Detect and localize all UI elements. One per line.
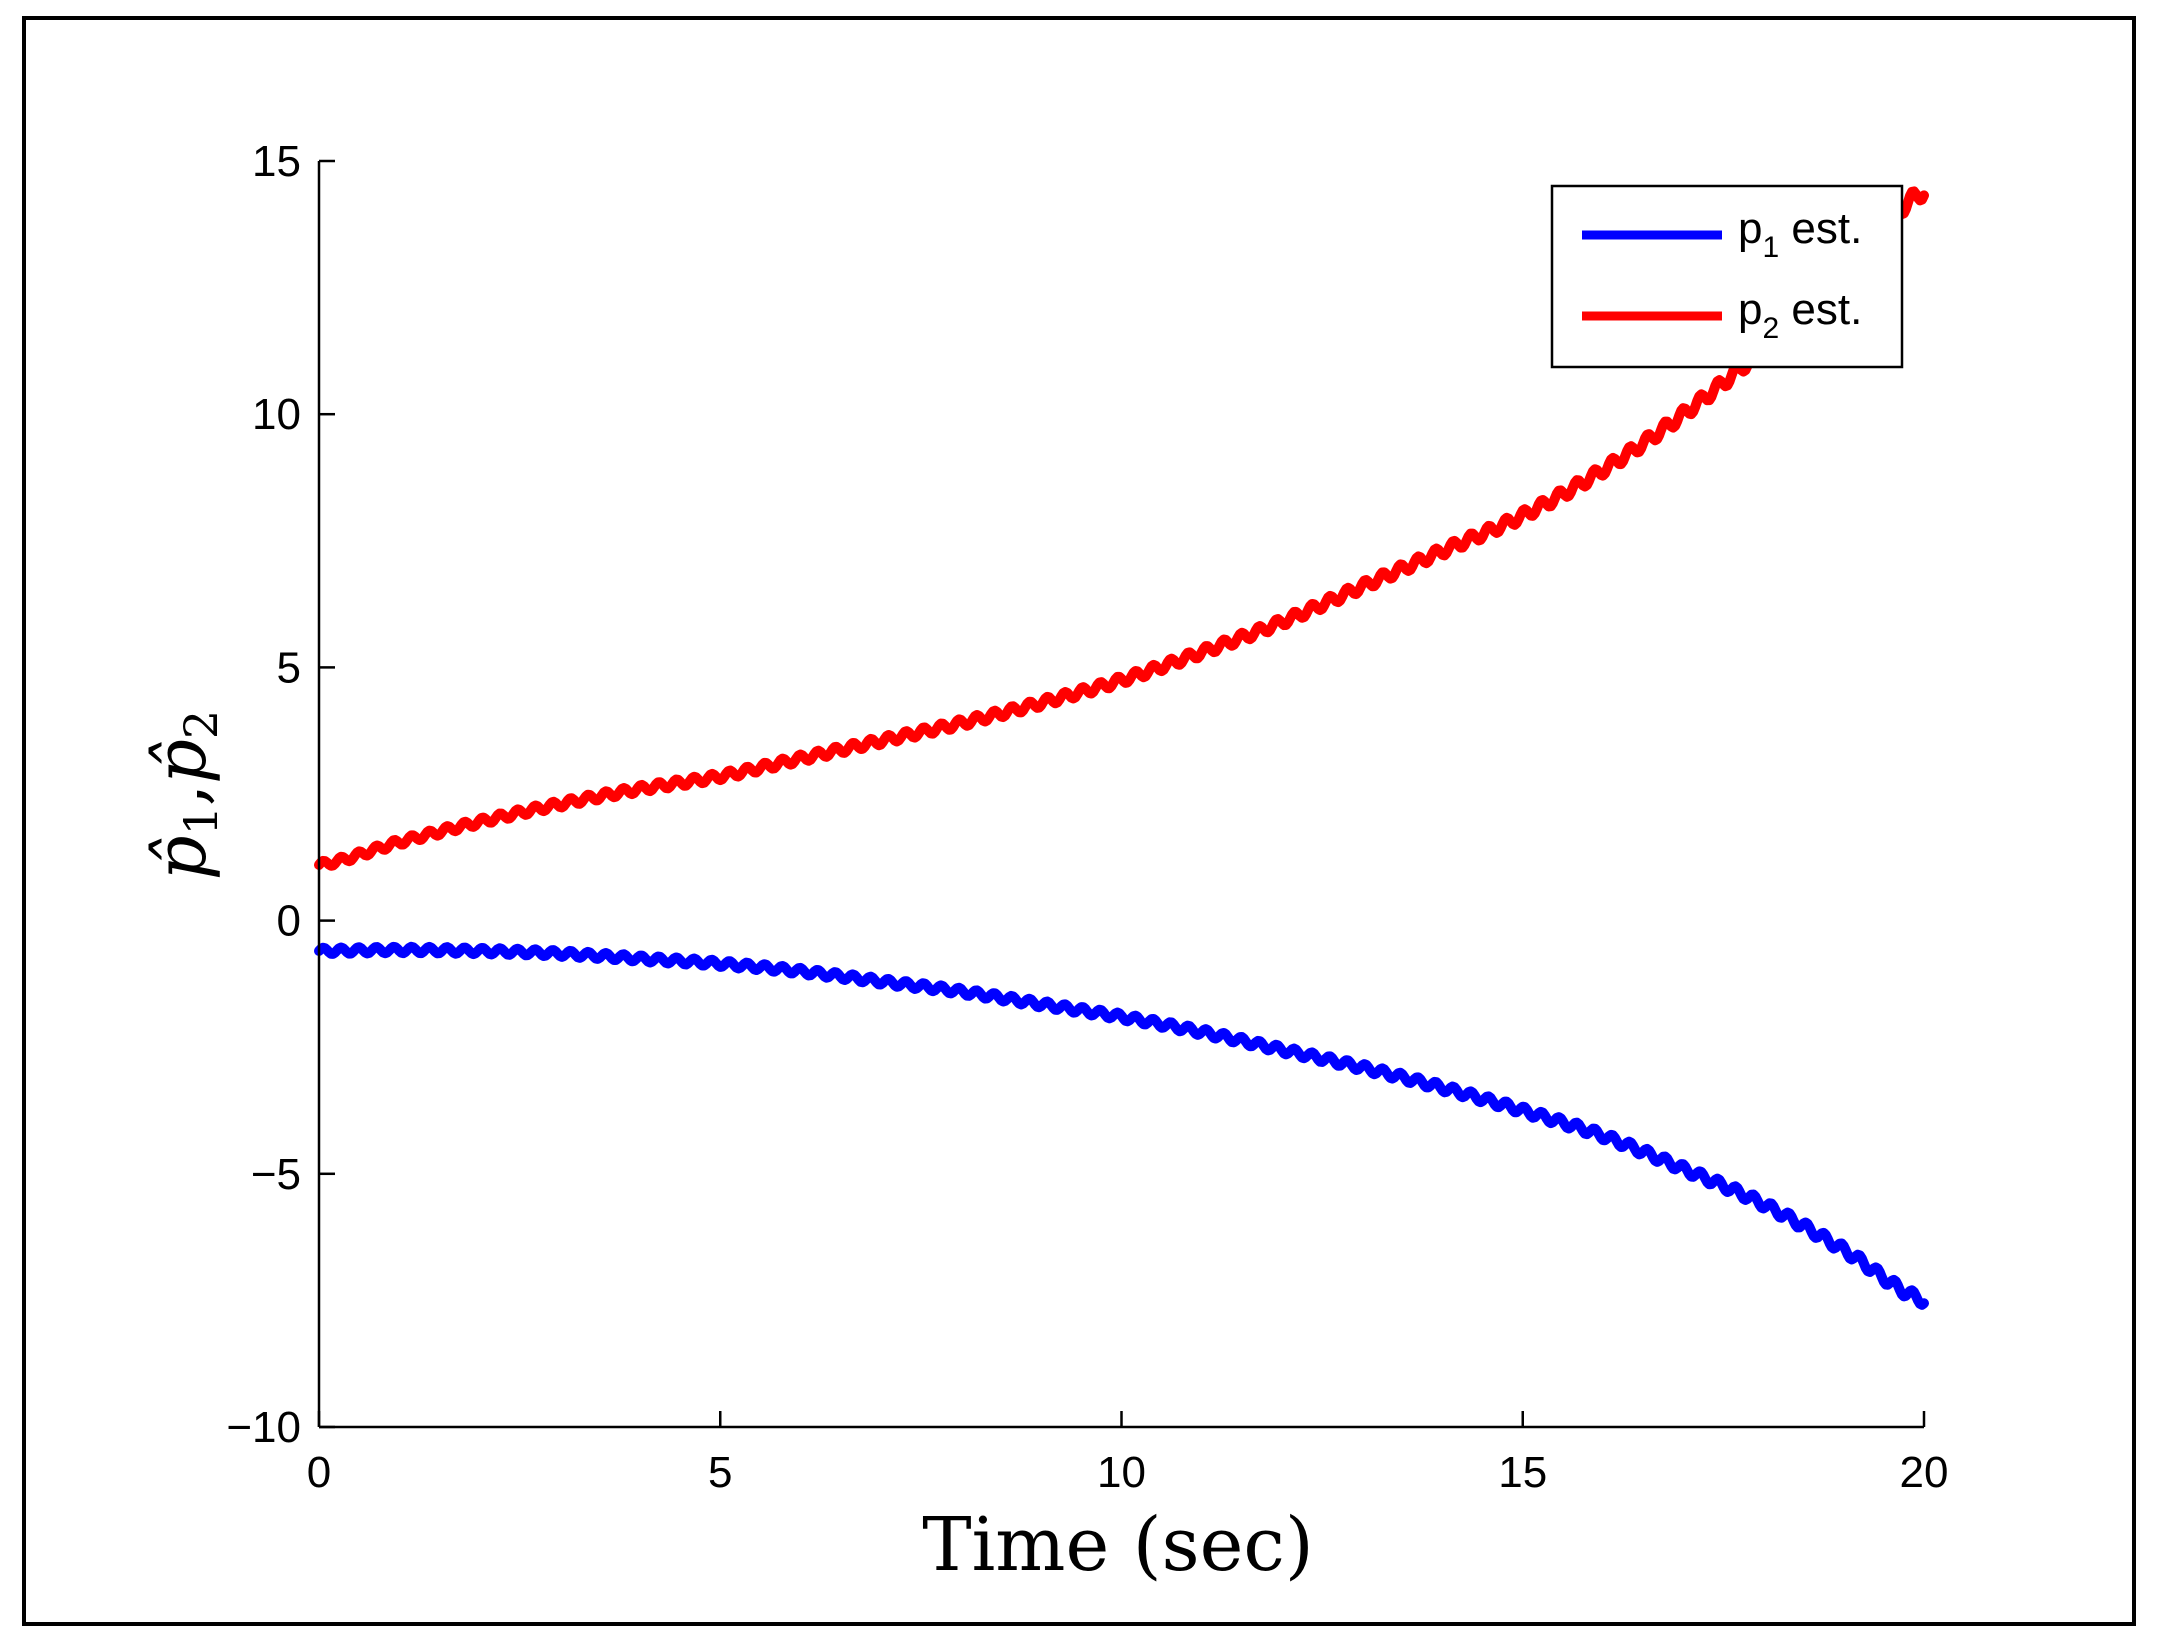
- y-tick-label: 0: [277, 897, 301, 946]
- x-tick-label: 20: [1900, 1448, 1949, 1497]
- x-tick-label: 10: [1097, 1448, 1146, 1497]
- y-tick-label: −5: [251, 1150, 301, 1199]
- y-axis-label-sub2: 2: [174, 710, 228, 739]
- x-axis-label: Time (sec): [922, 1502, 1313, 1588]
- x-ticks: 0 5 10 15 20: [307, 1411, 1949, 1497]
- x-tick-label: 0: [307, 1448, 331, 1497]
- series-line-p1-est: [314, 941, 1929, 1310]
- y-axis-label-p2: p̂: [140, 739, 222, 784]
- legend: p1 est. p2 est.: [1550, 184, 1904, 369]
- legend-p2-main: p: [1738, 285, 1762, 334]
- legend-label-p1: p1 est.: [1738, 204, 1862, 264]
- y-ticks: −10 −5 0 5 10 15: [226, 137, 335, 1452]
- series-line-p2-est: [314, 186, 1929, 871]
- x-tick-label: 15: [1498, 1448, 1547, 1497]
- y-axis-label-sep: ,: [140, 784, 222, 806]
- legend-box: [1550, 184, 1904, 369]
- x-tick-label: 5: [708, 1448, 732, 1497]
- legend-p1-sub: 1: [1762, 231, 1779, 264]
- legend-p2-sub: 2: [1762, 312, 1779, 345]
- legend-p1-main: p: [1738, 204, 1762, 253]
- y-tick-label: 5: [277, 643, 301, 692]
- y-axis-label-p1: p̂: [140, 835, 222, 880]
- legend-label-p2: p2 est.: [1738, 285, 1862, 345]
- figure-border: [22, 16, 2136, 1626]
- y-tick-label: −10: [226, 1403, 301, 1452]
- y-axis-label-sub1: 1: [174, 806, 228, 835]
- y-tick-label: 10: [252, 390, 301, 439]
- legend-p1-suffix: est.: [1779, 204, 1862, 253]
- y-axis-label: p̂1,p̂2: [140, 710, 228, 880]
- series-group: [314, 186, 1929, 1310]
- legend-p2-suffix: est.: [1779, 285, 1862, 334]
- y-tick-label: 15: [252, 137, 301, 186]
